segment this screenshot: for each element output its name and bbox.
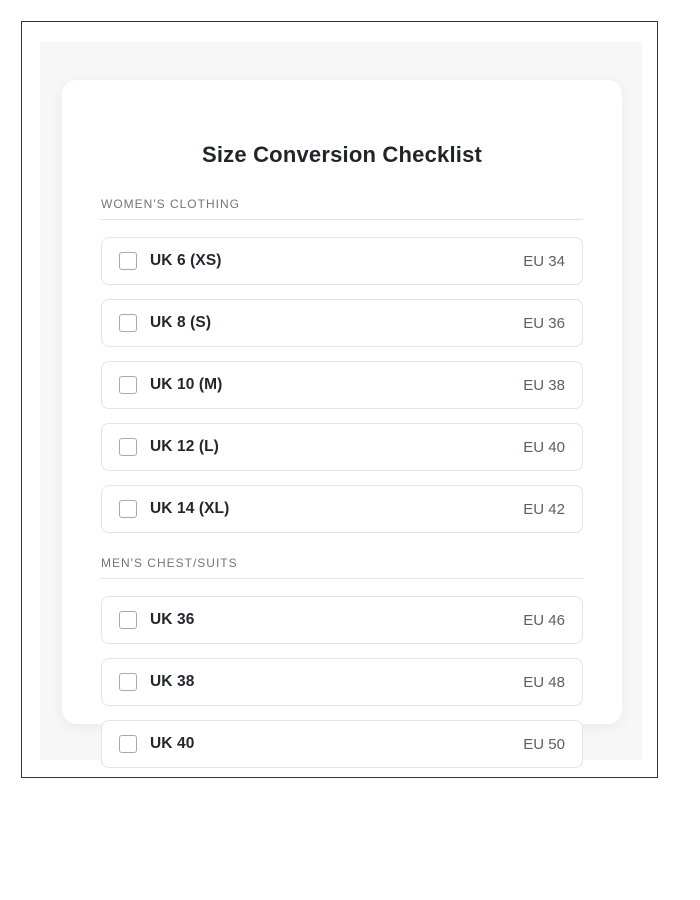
section-mens-chest-suits: MEN'S CHEST/SUITS UK 36 EU 46 UK 38 EU 4…	[101, 555, 583, 768]
section-rows: UK 36 EU 46 UK 38 EU 48 UK 40 EU 50	[101, 579, 583, 768]
checkbox-icon[interactable]	[119, 735, 137, 753]
checklist-row-uk-12-l[interactable]: UK 12 (L) EU 40	[101, 423, 583, 471]
checkbox-icon[interactable]	[119, 500, 137, 518]
size-label: UK 36	[150, 611, 195, 628]
checklist-row-uk-8-s[interactable]: UK 8 (S) EU 36	[101, 299, 583, 347]
size-label: UK 8 (S)	[150, 314, 212, 331]
checklist-row-uk-14-xl[interactable]: UK 14 (XL) EU 42	[101, 485, 583, 533]
size-label: UK 14 (XL)	[150, 500, 230, 517]
size-label: UK 6 (XS)	[150, 252, 222, 269]
checklist-row-uk-10-m[interactable]: UK 10 (M) EU 38	[101, 361, 583, 409]
eu-size-value: EU 48	[523, 673, 565, 691]
eu-size-value: EU 42	[523, 500, 565, 518]
eu-size-value: EU 36	[523, 314, 565, 332]
checklist-row-uk-6-xs[interactable]: UK 6 (XS) EU 34	[101, 237, 583, 285]
checklist-card: Size Conversion Checklist WOMEN'S CLOTHI…	[62, 80, 622, 768]
size-label: UK 12 (L)	[150, 438, 219, 455]
checklist-row-uk-36[interactable]: UK 36 EU 46	[101, 596, 583, 644]
checkbox-icon[interactable]	[119, 314, 137, 332]
checkbox-icon[interactable]	[119, 252, 137, 270]
eu-size-value: EU 38	[523, 376, 565, 394]
section-header-mens-chest-suits: MEN'S CHEST/SUITS	[101, 555, 583, 579]
checkbox-icon[interactable]	[119, 611, 137, 629]
checklist-row-uk-40[interactable]: UK 40 EU 50	[101, 720, 583, 768]
eu-size-value: EU 40	[523, 438, 565, 456]
eu-size-value: EU 46	[523, 611, 565, 629]
checkbox-icon[interactable]	[119, 376, 137, 394]
checkbox-icon[interactable]	[119, 438, 137, 456]
page-title: Size Conversion Checklist	[201, 142, 483, 167]
eu-size-value: EU 34	[523, 252, 565, 270]
checkbox-icon[interactable]	[119, 673, 137, 691]
section-womens-clothing: WOMEN'S CLOTHING UK 6 (XS) EU 34 UK 8 (S…	[101, 196, 583, 533]
size-label: UK 40	[150, 735, 195, 752]
section-header-womens-clothing: WOMEN'S CLOTHING	[101, 196, 583, 220]
section-rows: UK 6 (XS) EU 34 UK 8 (S) EU 36 UK 10 (M)…	[101, 220, 583, 533]
size-label: UK 38	[150, 673, 195, 690]
eu-size-value: EU 50	[523, 735, 565, 753]
size-label: UK 10 (M)	[150, 376, 223, 393]
checklist-row-uk-38[interactable]: UK 38 EU 48	[101, 658, 583, 706]
